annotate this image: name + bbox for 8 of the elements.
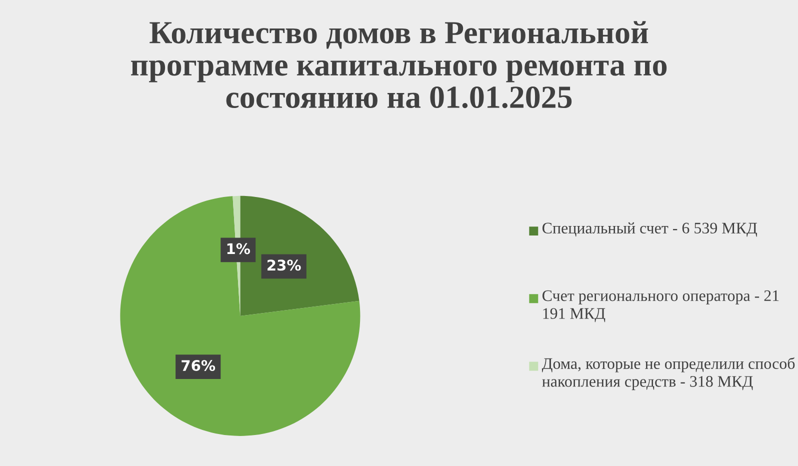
legend-label: Дома, которые не определили способ накопления средств - 318 МКД bbox=[542, 357, 795, 390]
chart-title: Количество домов в Региональной программе капитального ремонта по состоянию на 01.01.2025 bbox=[131, 21, 667, 108]
data-label: 23% bbox=[268, 260, 301, 271]
legend-label: Специальный счет - 6 539 МКД bbox=[542, 222, 757, 237]
data-label: 76% bbox=[182, 360, 216, 372]
data-label: 1% bbox=[227, 243, 250, 254]
pie-slice bbox=[120, 196, 360, 436]
legend-label: Счет регионального оператора - 21 191 МКД bbox=[542, 290, 779, 322]
